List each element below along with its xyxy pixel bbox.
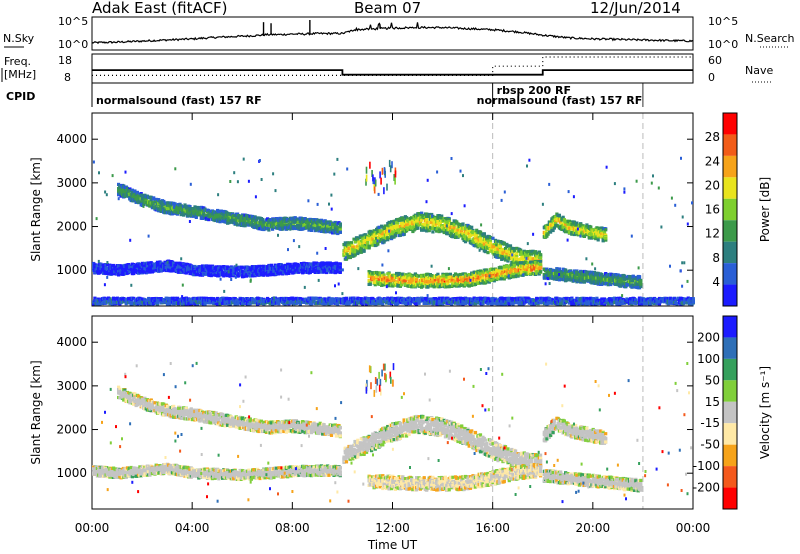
power-colorbar-step-5 [723,220,737,241]
power-echo-cell [207,218,210,221]
time-tick-label-2: 08:00 [275,521,310,535]
freq-tick-right-top: 60 [708,54,722,67]
velocity-colorbar-step-3 [723,380,737,401]
power-colorbar-tick-5: 24 [705,154,720,168]
velocity-colorbar-step-7 [723,466,737,487]
freq-tick-left-bottom: 8 [64,71,71,84]
power-echo-cell [339,266,342,269]
velocity-ytick-label-3: 4000 [56,335,87,349]
power-colorbar-tick-3: 16 [705,203,720,217]
velocity-colorbar-tick-1: 100 [697,352,720,366]
velocity-ytick-label-1: 2000 [56,423,87,437]
power-echo-cell [539,266,542,269]
freq-panel-frame [92,54,693,83]
power-colorbar-tick-1: 8 [712,251,720,265]
power-ytick-label-1: 2000 [56,220,87,234]
power-colorbar-tick-2: 12 [705,227,720,241]
power-echo-cell [366,241,369,244]
power-colorbar-tick-0: 4 [712,275,720,289]
noise-tick-left-top: 10^5 [58,15,88,28]
freq-label-line1: Freq. [4,55,31,68]
power-ytick-label-2: 3000 [56,176,87,190]
velocity-colorbar-tick-7: -200 [693,481,720,495]
velocity-colorbar-step-4 [723,402,737,423]
noise-sky-line [92,22,693,43]
power-ytick-label-0: 1000 [56,263,87,277]
time-tick-label-0: 00:00 [75,521,110,535]
velocity-colorbar-step-2 [723,359,737,380]
freq-line [92,70,693,75]
velocity-colorbar-step-8 [723,488,737,509]
power-echo-cell [558,214,561,217]
velocity-colorbar-step-6 [723,445,737,466]
velocity-colorbar-tick-2: 50 [705,373,720,387]
power-echo-cell [339,262,342,265]
time-tick-label-4: 16:00 [475,521,510,535]
nave-label: Nave [745,64,773,77]
velocity-colorbar-tick-5: -50 [700,438,720,452]
power-echo-cell [425,218,428,221]
nave-line [92,57,693,75]
time-tick-label-5: 20:00 [576,521,611,535]
velocity-colorbar-tick-4: -15 [700,416,720,430]
power-ytick-label-3: 4000 [56,132,87,146]
power-colorbar-step-4 [723,199,737,220]
time-tick-label-3: 12:00 [375,521,410,535]
power-echo-cell [539,270,542,273]
velocity-ytick-label-0: 1000 [56,466,87,480]
velocity-colorbar-step-5 [723,423,737,444]
power-echo-cell [483,233,486,236]
power-colorbar-step-2 [723,156,737,177]
freq-label-line2: [MHz] [4,68,36,81]
velocity-colorbar-tick-3: 15 [705,395,720,409]
power-echo-cell [539,263,542,266]
power-echo-cell [369,283,372,286]
noise-left-label: N.Sky [3,32,35,45]
power-colorbar-step-3 [723,177,737,198]
power-ylabel: Slant Range [km] [29,157,43,261]
power-echo-cell [470,226,473,229]
freq-tick-right-bottom: 0 [708,71,715,84]
power-echo-cell [539,260,542,263]
power-colorbar-tick-4: 20 [705,178,720,192]
cpid-segment-0: normalsound (fast) 157 RF [96,94,262,107]
time-axis-label: Time UT [367,538,418,552]
power-echo-cell [416,227,419,230]
velocity-colorbar-tick-6: -100 [693,459,720,473]
power-colorbar-step-1 [723,134,737,155]
noise-right-label: N.Search [745,32,795,45]
noise-tick-left-bottom: 10^0 [58,38,88,51]
power-colorbar-step-6 [723,242,737,263]
power-echo-cell [267,228,270,231]
power-colorbar-step-7 [723,263,737,284]
power-colorbar-label: Power [dB] [758,177,772,242]
power-colorbar-tick-6: 28 [705,130,720,144]
velocity-ytick-label-2: 3000 [56,379,87,393]
noise-panel-frame [92,17,693,50]
velocity-ylabel: Slant Range [km] [29,360,43,464]
velocity-colorbar-step-0 [723,316,737,337]
velocity-colorbar-label: Velocity [m s⁻¹] [758,366,772,459]
velocity-colorbar-step-1 [723,337,737,358]
noise-tick-right-top: 10^5 [708,15,738,28]
cpid-segment-2: normalsound (fast) 157 RF [477,94,643,107]
noise-tick-right-bottom: 10^0 [708,38,738,51]
power-echo-cell [261,218,264,221]
radar-summary-plot: N.Sky 10^5 10^0 10^5 10^0 N.Search Freq.[MHz] 1… [0,0,800,554]
power-echo-cell [339,271,342,274]
power-echo-cell [339,222,342,225]
power-echo-cell [339,231,342,234]
time-tick-label-1: 04:00 [175,521,210,535]
power-echo-cell [539,253,542,256]
cpid-label: CPID [6,90,35,103]
freq-tick-left-top: 18 [58,54,72,67]
power-colorbar-step-0 [723,113,737,134]
time-tick-label-6: 00:00 [676,521,711,535]
power-echo-cell [461,222,464,225]
power-echo-cell [513,264,516,267]
power-colorbar-step-8 [723,285,737,306]
velocity-colorbar-tick-0: 200 [697,330,720,344]
